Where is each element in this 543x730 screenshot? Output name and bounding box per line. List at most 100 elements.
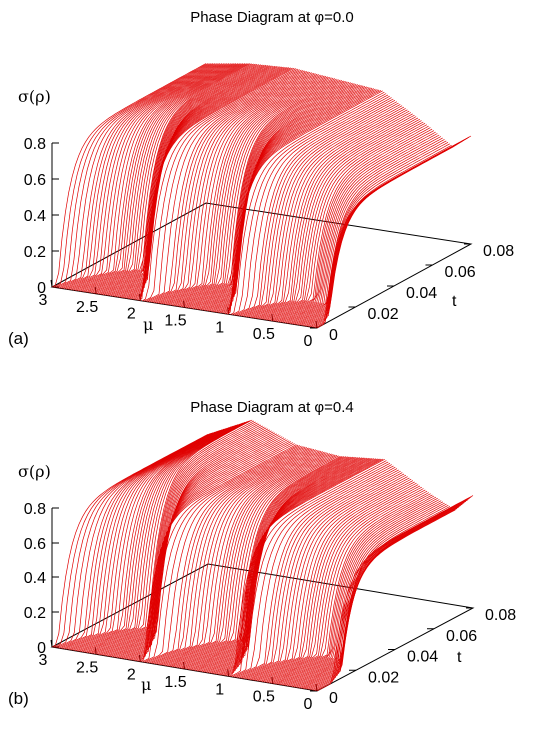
surface-line: [150, 70, 306, 303]
surface-line: [196, 456, 354, 672]
surface-line: [108, 64, 263, 297]
surface-line: [270, 122, 426, 322]
surface-line: [228, 458, 385, 677]
y-tick-label: 0: [329, 690, 338, 707]
surface-line: [57, 432, 214, 649]
surface-line: [258, 113, 413, 320]
surface-line: [73, 63, 228, 291]
z-tick-label: 0.2: [24, 244, 46, 261]
x-axis-label: μ: [141, 675, 151, 694]
x-tick-label: 0.5: [253, 326, 275, 343]
surface-line: [175, 453, 332, 668]
surface-line: [292, 140, 447, 325]
surface-line: [255, 478, 412, 682]
surface-line: [139, 67, 295, 301]
surface-line: [290, 503, 447, 687]
panel-label: (b): [8, 689, 29, 708]
surface-line: [60, 431, 217, 649]
surface-line: [149, 446, 306, 664]
surface-line: [217, 458, 375, 675]
surface-line: [240, 468, 398, 679]
surface-line: [249, 106, 405, 318]
surface-line: [187, 456, 345, 670]
surface-line: [281, 131, 436, 323]
surface-line: [149, 70, 304, 303]
surface-line: [202, 83, 357, 311]
surface-line: [293, 141, 449, 325]
surface-line: [122, 65, 277, 299]
surface-line: [152, 447, 309, 665]
surface-line: [53, 63, 208, 288]
surface-line: [210, 85, 366, 312]
surface-line: [247, 105, 403, 318]
surface-line: [244, 102, 399, 318]
surface-line: [316, 135, 472, 329]
surface-line: [143, 68, 299, 302]
surface-line: [198, 82, 353, 311]
chart-panel-a: Phase Diagram at φ=0.0 σ(ρ) μ t (a) 0 0.2…: [8, 9, 514, 350]
surface-line: [76, 63, 231, 292]
z-tick-label: 0: [37, 280, 46, 297]
chart-panel-b: Phase Diagram at φ=0.4 σ(ρ) μ t (b) 0 0.2…: [8, 399, 516, 713]
surface-line: [186, 79, 341, 309]
surface-line: [99, 421, 256, 656]
surface-line: [249, 474, 407, 681]
surface-line: [194, 81, 350, 310]
surface-line: [315, 496, 472, 692]
surface-line: [103, 423, 260, 656]
surface-line: [283, 133, 438, 324]
surface-line: [279, 496, 437, 686]
surface-line: [83, 63, 238, 293]
surface-line: [90, 63, 246, 294]
surface-line: [233, 462, 391, 678]
surface-line: [78, 63, 233, 292]
surface-line: [265, 486, 422, 683]
surface-line: [184, 79, 339, 308]
surface-line: [161, 73, 316, 305]
surface-line: [279, 130, 435, 323]
surface-line: [150, 447, 308, 664]
surface-line: [226, 458, 384, 677]
surface-line: [267, 120, 422, 321]
surface-line: [55, 432, 212, 648]
surface-line: [267, 488, 424, 684]
surface-line: [311, 499, 468, 691]
surface-line: [256, 112, 412, 320]
surface-line: [223, 458, 380, 676]
surface-line: [253, 109, 408, 319]
surface-line: [212, 86, 367, 313]
surface-line: [122, 434, 279, 660]
surface-line: [230, 91, 385, 315]
surface-line: [194, 456, 352, 672]
surface-line: [168, 75, 323, 306]
surface-line: [156, 448, 313, 665]
x-axis-label: μ: [143, 315, 153, 334]
surface-line: [286, 136, 442, 324]
surface-line: [126, 66, 281, 299]
y-tick-label: 0.06: [446, 628, 477, 645]
surface-line: [113, 65, 268, 297]
surface-line: [308, 502, 465, 690]
surface-line: [237, 465, 394, 679]
surface-line: [101, 63, 256, 296]
surface-line: [163, 73, 318, 305]
surface-line: [159, 449, 316, 666]
surface-line: [88, 421, 246, 654]
surface-line: [226, 90, 382, 315]
surface-line: [311, 138, 466, 328]
surface-line: [168, 451, 325, 667]
surface-line: [235, 464, 392, 678]
surface-line: [262, 116, 417, 320]
surface-line: [203, 457, 361, 673]
surface-line: [288, 137, 443, 324]
surface-line: [246, 472, 403, 680]
surface-line: [175, 76, 330, 307]
z-tick-label: 0.4: [24, 570, 46, 587]
y-tick-label: 0.08: [485, 607, 516, 624]
surface-line: [111, 64, 267, 297]
surface-line: [111, 428, 269, 658]
surface-line: [171, 75, 327, 306]
surface-line: [115, 430, 272, 658]
surface-line: [212, 457, 369, 675]
